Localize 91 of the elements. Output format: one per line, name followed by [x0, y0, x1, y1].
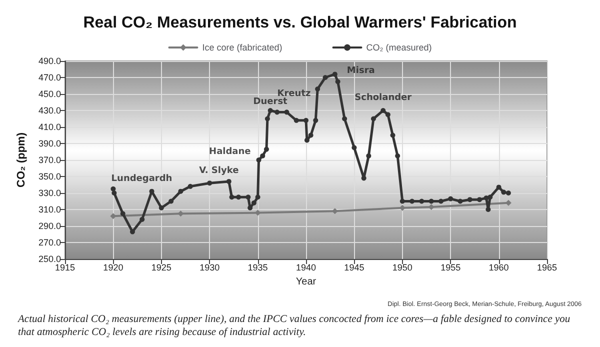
- annotation: Lundegardh: [111, 174, 172, 184]
- y-tick-label: 410.0: [38, 122, 61, 132]
- point: [385, 112, 390, 118]
- point: [178, 188, 184, 194]
- chart-title: Real CO₂ Measurements vs. Global Warmers' Fabrication: [83, 14, 517, 32]
- point: [268, 108, 273, 113]
- point: [140, 216, 145, 222]
- point: [246, 194, 251, 200]
- point: [168, 198, 174, 204]
- x-axis-title: Year: [296, 276, 317, 288]
- x-tick-label: 1940: [296, 262, 316, 272]
- x-tick-label: 1915: [54, 262, 76, 272]
- point: [342, 116, 348, 122]
- annotation: Haldane: [209, 147, 251, 157]
- x-tick-label: 1930: [200, 262, 220, 272]
- y-tick-label: 370.0: [38, 155, 61, 165]
- point: [264, 146, 269, 152]
- point: [488, 194, 493, 200]
- y-tick-label: 290.0: [38, 221, 61, 231]
- point: [130, 229, 135, 234]
- point: [313, 118, 318, 123]
- point: [229, 194, 234, 200]
- point: [395, 153, 400, 158]
- point: [274, 110, 280, 115]
- point: [467, 197, 472, 202]
- point: [419, 198, 424, 204]
- point: [390, 132, 396, 138]
- x-tick-label: 1950: [392, 262, 412, 272]
- point: [477, 197, 482, 202]
- point: [315, 86, 320, 92]
- point: [284, 110, 290, 115]
- y-tick-label: 330.0: [38, 188, 61, 198]
- point: [207, 180, 212, 186]
- x-tick-label: 1935: [248, 262, 268, 272]
- x-tick-label: 1925: [151, 262, 172, 272]
- point: [370, 116, 376, 122]
- text: Actual historical CO₂ measurements (upper line), and the IPCC values concocted from ice cores—a fable designed to convince you that atmospheric CO₂ levels are rising because of industrial activity.: [17, 314, 573, 338]
- point: [304, 138, 310, 143]
- x-tick-label: 1920: [103, 262, 124, 272]
- annotation: V. Slyke: [199, 166, 239, 176]
- y-tick-label: 250.0: [38, 254, 61, 264]
- point: [496, 184, 502, 190]
- point: [501, 190, 506, 195]
- y-axis-title: CO₂ (ppm): [16, 132, 28, 188]
- point: [226, 178, 232, 184]
- point: [294, 118, 299, 123]
- point: [256, 158, 262, 162]
- point: [448, 196, 454, 202]
- point: [236, 194, 242, 200]
- point: [264, 116, 270, 122]
- y-tick-label: 310.0: [38, 204, 61, 214]
- y-tick-label: 450.0: [38, 89, 61, 99]
- point: [112, 190, 117, 196]
- x-tick-label: 1945: [344, 262, 364, 272]
- y-tick-label: 470.0: [38, 72, 61, 82]
- x-tick-label: 1960: [488, 262, 509, 272]
- y-tick-label: 390.0: [38, 138, 61, 148]
- legend-label: Ice core (fabricated): [202, 42, 282, 52]
- x-tick-label: 1955: [440, 262, 461, 272]
- y-tick-label: 270.0: [38, 238, 61, 248]
- point: [410, 198, 415, 204]
- y-tick-label: 490.0: [38, 56, 61, 66]
- point: [110, 186, 116, 192]
- point: [308, 132, 314, 138]
- point: [380, 108, 386, 113]
- point: [506, 190, 511, 196]
- point: [304, 118, 308, 123]
- annotation: Scholander: [354, 93, 412, 103]
- point: [352, 145, 357, 150]
- point: [260, 153, 266, 158]
- point: [400, 198, 405, 204]
- annotation: Duerst: [253, 97, 288, 107]
- point: [458, 198, 463, 204]
- point: [188, 184, 193, 189]
- point: [361, 176, 366, 181]
- point: [120, 211, 126, 216]
- point: [428, 198, 434, 204]
- point: [332, 72, 338, 77]
- point: [335, 79, 340, 84]
- point: [322, 75, 328, 80]
- point: [255, 194, 260, 200]
- x-tick-label: 1965: [536, 262, 558, 272]
- point: [366, 153, 372, 158]
- point: [158, 205, 164, 210]
- point: [486, 207, 491, 212]
- annotation: Kreutz: [277, 88, 311, 99]
- point: [438, 198, 444, 204]
- y-tick-label: 430.0: [38, 106, 61, 116]
- y-tick-label: 350.0: [38, 172, 61, 182]
- point: [251, 200, 256, 206]
- legend-label: CO₂ (measured): [366, 42, 432, 52]
